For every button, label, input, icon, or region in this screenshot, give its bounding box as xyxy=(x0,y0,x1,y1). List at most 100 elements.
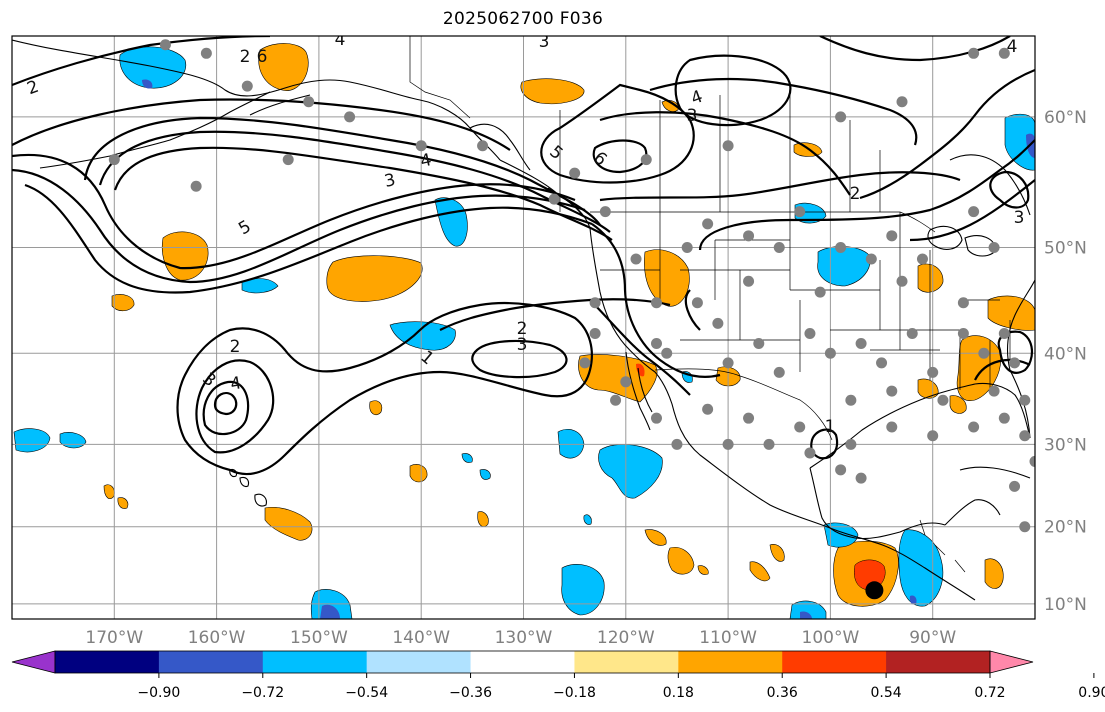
longitude-labels: 170°W 160°W 150°W 140°W 130°W 120°W 110°W 100°W… xyxy=(85,628,956,648)
contour xyxy=(698,139,1035,251)
station-dot xyxy=(722,438,734,450)
station-dot xyxy=(610,394,622,406)
contour xyxy=(113,146,613,241)
station-dot xyxy=(190,180,202,192)
orange-patch xyxy=(769,544,785,562)
station-dot xyxy=(865,253,877,265)
blue-patch xyxy=(583,514,592,525)
station-dot xyxy=(906,328,918,340)
station-dot xyxy=(344,111,356,123)
station-dot xyxy=(855,337,867,349)
colorbar-segment xyxy=(782,651,887,673)
contour xyxy=(599,111,851,196)
colorbar-frame xyxy=(54,650,991,674)
station-dot xyxy=(804,328,816,340)
orange-patch xyxy=(917,263,944,293)
latitude-label: 10°N xyxy=(1044,595,1087,615)
colorbar-tick-label: 0.18 xyxy=(663,685,694,701)
contour-label: 4 xyxy=(419,150,434,172)
orange-patch xyxy=(749,561,771,582)
orange-patch xyxy=(949,395,967,414)
colorbar-tick-label: −0.72 xyxy=(241,685,284,701)
station-dot xyxy=(599,206,611,218)
station-dot xyxy=(702,403,714,415)
blue-patch xyxy=(1004,113,1035,171)
contour-label: 4 xyxy=(229,373,243,395)
station-dot xyxy=(804,447,816,459)
contour-label: 1 xyxy=(825,417,836,437)
blue-patch xyxy=(13,428,51,453)
station-dot xyxy=(998,412,1010,424)
baja-west xyxy=(625,351,651,431)
longitude-label: 130°W xyxy=(495,628,553,648)
station-dot xyxy=(794,206,806,218)
map-title: 2025062700 F036 xyxy=(442,9,604,29)
station-dot xyxy=(579,357,591,369)
station-dot xyxy=(957,328,969,340)
map-frame xyxy=(11,35,1036,620)
orange-patch xyxy=(644,249,690,307)
blue-patch xyxy=(479,469,491,480)
station-dot xyxy=(886,230,898,242)
station-dot xyxy=(845,394,857,406)
contour xyxy=(195,359,275,454)
station-dot xyxy=(845,438,857,450)
station-dot xyxy=(968,47,980,59)
orange-patch xyxy=(326,255,423,302)
station-dot xyxy=(200,47,212,59)
station-dot xyxy=(835,111,847,123)
contour-label: 3 xyxy=(539,32,550,52)
station-dot xyxy=(650,337,662,349)
contour-label: 3 xyxy=(1014,208,1025,228)
colorbar-segment xyxy=(678,651,783,673)
orange-patch xyxy=(697,565,709,575)
station-dot xyxy=(937,394,949,406)
colorbar-tick-label: −0.18 xyxy=(553,685,596,701)
station-dot xyxy=(773,366,785,378)
station-dot xyxy=(1019,394,1031,406)
station-dot xyxy=(876,357,888,369)
alaska-peninsula xyxy=(249,94,311,116)
station-dot xyxy=(159,39,171,51)
longitude-label: 140°W xyxy=(392,628,450,648)
station-dot xyxy=(927,430,939,442)
station-dot xyxy=(1029,455,1035,467)
contour xyxy=(176,302,593,475)
contour xyxy=(819,36,1011,62)
contour xyxy=(471,339,568,379)
orange-patch xyxy=(409,464,428,483)
station-dot xyxy=(650,412,662,424)
us-mexico-border xyxy=(654,368,833,441)
latitude-labels: 10°N 20°N 30°N 40°N 50°N 60°N xyxy=(1044,108,1087,615)
colorbar-segment xyxy=(366,651,472,673)
orange-patch xyxy=(477,511,489,527)
station-dot xyxy=(988,242,1000,254)
contour xyxy=(12,98,511,151)
station-dot xyxy=(753,337,765,349)
contour xyxy=(674,54,792,127)
blue-patch xyxy=(119,46,187,89)
station-dot xyxy=(282,154,294,166)
station-dot xyxy=(968,421,980,433)
contour xyxy=(12,153,576,270)
contour xyxy=(213,391,238,416)
longitude-label: 120°W xyxy=(597,628,655,648)
orange-patch xyxy=(667,547,695,575)
station-dot xyxy=(569,167,581,179)
colorbar-segment xyxy=(470,651,575,673)
station-dot xyxy=(661,347,673,359)
station-dot xyxy=(743,412,755,424)
orange-patch xyxy=(987,295,1035,331)
colorbar-tick-label: 0.72 xyxy=(974,685,1005,701)
station-dot xyxy=(763,438,775,450)
station-dot xyxy=(824,347,836,359)
contour-label: 3 xyxy=(687,106,698,126)
alaska-canada-border xyxy=(409,36,471,119)
contour-label: 3 xyxy=(517,335,528,355)
station-dot xyxy=(988,385,1000,397)
station-dot xyxy=(108,154,120,166)
contour xyxy=(589,299,691,396)
colorbar-extend-low xyxy=(11,650,56,674)
darkblue-core xyxy=(320,604,340,619)
anomaly-shading xyxy=(13,43,1035,619)
